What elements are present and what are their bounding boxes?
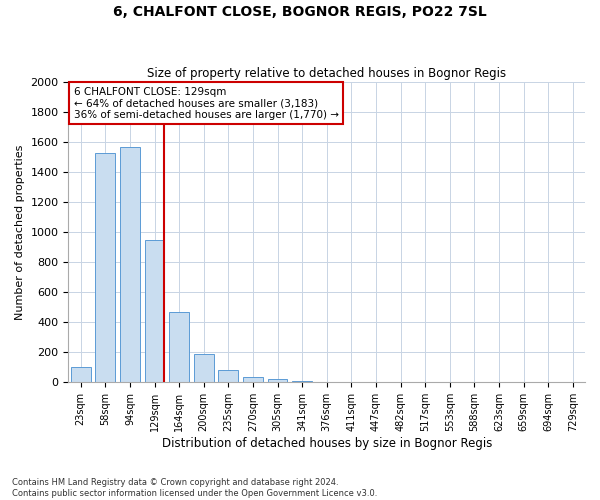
Bar: [95, 152, 115, 382]
Bar: [194, 354, 214, 382]
X-axis label: Distribution of detached houses by size in Bognor Regis: Distribution of detached houses by size …: [161, 437, 492, 450]
Bar: [292, 381, 312, 382]
Bar: [169, 312, 189, 382]
Bar: [218, 370, 238, 382]
Text: Contains HM Land Registry data © Crown copyright and database right 2024.
Contai: Contains HM Land Registry data © Crown c…: [12, 478, 377, 498]
Bar: [268, 379, 287, 382]
Text: 6 CHALFONT CLOSE: 129sqm
← 64% of detached houses are smaller (3,183)
36% of sem: 6 CHALFONT CLOSE: 129sqm ← 64% of detach…: [74, 86, 338, 120]
Text: 6, CHALFONT CLOSE, BOGNOR REGIS, PO22 7SL: 6, CHALFONT CLOSE, BOGNOR REGIS, PO22 7S…: [113, 5, 487, 19]
Bar: [120, 146, 140, 382]
Y-axis label: Number of detached properties: Number of detached properties: [15, 144, 25, 320]
Bar: [71, 368, 91, 382]
Bar: [243, 377, 263, 382]
Title: Size of property relative to detached houses in Bognor Regis: Size of property relative to detached ho…: [147, 66, 506, 80]
Bar: [145, 240, 164, 382]
